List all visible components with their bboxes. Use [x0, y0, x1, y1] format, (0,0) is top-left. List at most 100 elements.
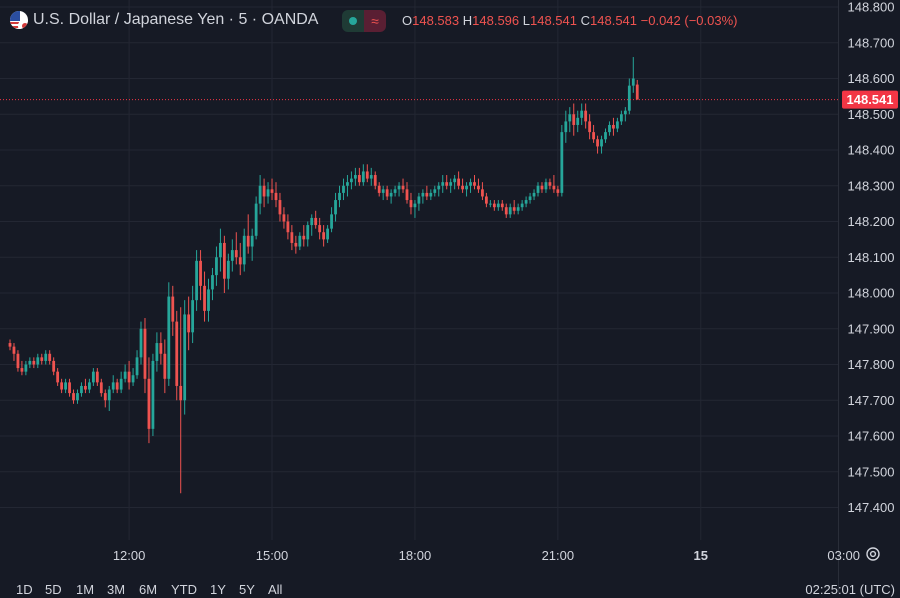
symbol-title[interactable]: U.S. Dollar / Japanese Yen · 5 · OANDA [33, 11, 319, 28]
candle [318, 217, 322, 240]
candle [115, 378, 119, 394]
candle [469, 178, 472, 193]
gear-icon[interactable] [864, 545, 882, 563]
candle [361, 164, 365, 186]
candle [80, 382, 83, 397]
time-tick-label: 18:00 [399, 548, 432, 563]
candle [290, 225, 294, 251]
candle [215, 246, 218, 286]
range-5y[interactable]: 5Y [239, 582, 255, 597]
candle [183, 300, 187, 415]
candle [568, 107, 572, 133]
candle [238, 242, 242, 276]
candle [520, 200, 524, 211]
candle [234, 232, 238, 265]
candle [401, 178, 405, 193]
range-3m[interactable]: 3M [107, 582, 126, 597]
candle [576, 110, 580, 133]
candle [99, 378, 103, 397]
candle [270, 178, 274, 201]
price-tick-label: 147.600 [848, 429, 895, 444]
candle [500, 200, 504, 211]
candle [151, 353, 155, 436]
bottom-toolbar: 1D 5D 1M 3M 6M YTD 1Y 5Y All 02:25:01 (U… [0, 578, 900, 598]
status-pill-symbol[interactable]: ≈ [364, 10, 386, 32]
range-1d[interactable]: 1D [16, 582, 33, 597]
open-value: 148.583 [412, 13, 460, 28]
price-tick-label: 148.700 [848, 35, 895, 50]
candle [302, 225, 306, 247]
candle [580, 103, 584, 125]
candle [516, 203, 520, 215]
candle [564, 110, 568, 143]
candle [453, 175, 457, 190]
price-tick-label: 148.600 [848, 71, 895, 86]
candle [294, 235, 298, 254]
candle [195, 250, 198, 311]
candle [12, 343, 16, 361]
candle [330, 207, 333, 233]
range-1y[interactable]: 1Y [210, 582, 226, 597]
candle [72, 389, 75, 404]
candle [52, 357, 56, 376]
candle [365, 164, 369, 183]
market-open-dot-icon[interactable] [342, 10, 364, 32]
candle [207, 278, 210, 322]
candle [298, 232, 302, 251]
candle [627, 78, 631, 115]
change-value: −0.042 (−0.03%) [640, 13, 738, 28]
candle [119, 371, 123, 394]
candle [596, 135, 599, 154]
candle [604, 128, 607, 143]
candle [342, 178, 345, 201]
time-axis: 12:00 15:00 18:00 21:00 15 03:00 [113, 548, 860, 563]
candle [346, 175, 349, 197]
candle [314, 210, 318, 229]
candle [135, 350, 139, 379]
candle [56, 368, 60, 386]
range-all[interactable]: All [268, 582, 283, 597]
candle [306, 221, 310, 247]
candle [262, 178, 266, 208]
candle [219, 228, 222, 272]
candle [222, 235, 226, 293]
candle [369, 167, 373, 186]
candle [389, 189, 393, 204]
candle [91, 368, 95, 386]
low-label: L [522, 13, 530, 28]
candle [504, 203, 508, 218]
range-6m[interactable]: 6M [139, 582, 158, 597]
candle [492, 200, 496, 211]
high-value: 148.596 [472, 13, 520, 28]
candle [584, 103, 588, 129]
candle [274, 182, 278, 208]
candle [477, 178, 480, 193]
candle [68, 378, 71, 397]
candle [512, 200, 516, 215]
price-tick-label: 148.500 [848, 107, 895, 122]
candle [88, 378, 91, 394]
candle [544, 178, 548, 193]
candle [60, 378, 64, 394]
price-tick-label: 147.500 [848, 464, 895, 479]
candle [552, 175, 556, 193]
candle [64, 378, 67, 394]
candle [560, 124, 564, 197]
range-ytd[interactable]: YTD [171, 582, 197, 597]
candle [123, 364, 127, 383]
time-tick-label: 15:00 [256, 548, 289, 563]
price-tick-label: 148.100 [848, 250, 895, 265]
candle [230, 239, 234, 272]
candle [48, 350, 52, 365]
candle [167, 282, 171, 386]
price-tick-label: 147.900 [848, 321, 895, 336]
utc-clock[interactable]: 02:25:01 (UTC) [805, 582, 895, 597]
status-pills[interactable]: ≈ [342, 10, 386, 32]
candle [508, 203, 512, 218]
range-1m[interactable]: 1M [76, 582, 95, 597]
range-5d[interactable]: 5D [45, 582, 62, 597]
candle [631, 57, 635, 93]
candle [338, 185, 341, 208]
